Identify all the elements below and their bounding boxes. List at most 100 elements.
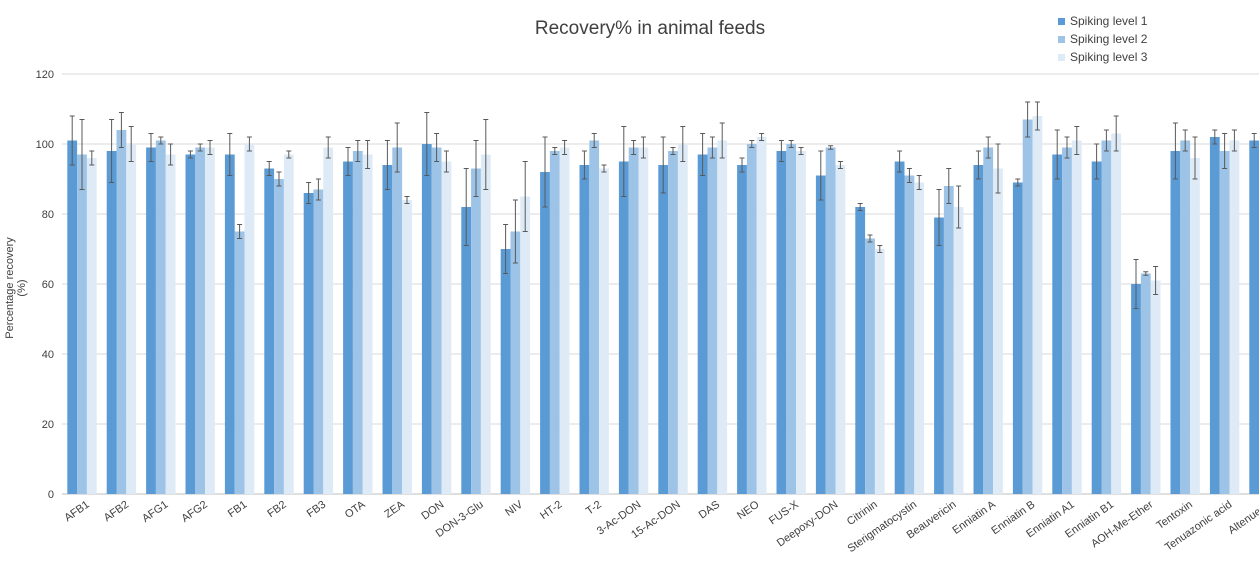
bar-2-26: [1102, 141, 1112, 495]
bar-2-0: [77, 155, 87, 495]
bar-1-1: [107, 151, 117, 494]
x-tick-label-7: OTA: [343, 498, 368, 521]
bar-1-9: [422, 144, 432, 494]
bar-3-1: [126, 144, 136, 494]
bar-3-0: [87, 158, 97, 494]
bar-2-11: [511, 232, 521, 495]
bar-2-4: [235, 232, 245, 495]
bar-1-24: [1013, 183, 1023, 495]
bar-3-25: [1072, 141, 1082, 495]
bar-1-19: [816, 176, 826, 495]
bar-1-15: [658, 165, 668, 494]
y-tick-label-40: 40: [42, 349, 54, 361]
bar-1-0: [67, 141, 77, 495]
bar-3-14: [639, 148, 649, 495]
bar-1-25: [1052, 155, 1062, 495]
bar-3-5: [284, 155, 294, 495]
bar-3-22: [954, 207, 964, 494]
x-tick-labels: AFB1 AFB2 AFG1 AFG2 FB1 FB2 FB3 OTA ZEA DONDON-3-…: [62, 498, 1259, 555]
bar-1-2: [146, 148, 156, 495]
bar-3-8: [402, 200, 412, 494]
bar-2-7: [353, 151, 363, 494]
legend-label-1: Spiking level 1: [1070, 14, 1147, 28]
legend-swatch-1: [1058, 18, 1065, 25]
bar-3-6: [323, 148, 333, 495]
bar-1-28: [1171, 151, 1181, 494]
bar-3-28: [1190, 158, 1200, 494]
bar-2-29: [1220, 151, 1230, 494]
bar-3-11: [520, 197, 530, 495]
bar-2-23: [983, 148, 993, 495]
legend-item-3: Spiking level 3: [1058, 48, 1147, 66]
y-axis-label: Percentage recovery (%): [4, 228, 28, 348]
bar-3-26: [1111, 134, 1121, 495]
bar-3-2: [166, 155, 176, 495]
y-tick-labels: 0 20 40 60 80 100 120: [36, 69, 54, 501]
bar-3-16: [717, 141, 727, 495]
x-tick-label-2: AFG1: [140, 499, 170, 525]
bar-1-3: [186, 155, 196, 495]
x-tick-label-18: FUS-X: [767, 498, 801, 527]
bar-2-13: [589, 141, 599, 495]
x-tick-label-8: ZEA: [383, 498, 408, 520]
bar-3-29: [1230, 141, 1240, 495]
bar-3-17: [757, 137, 767, 494]
bar-2-21: [905, 176, 915, 495]
bar-2-16: [708, 148, 718, 495]
bar-1-5: [264, 169, 274, 495]
bar-2-28: [1180, 141, 1190, 495]
bar-1-29: [1210, 137, 1220, 494]
bar-3-9: [442, 162, 452, 495]
x-tick-label-20: Citrinin: [845, 499, 880, 528]
legend-item-2: Spiking level 2: [1058, 30, 1147, 48]
bar-1-16: [698, 155, 708, 495]
x-tick-label-6: FB3: [305, 499, 328, 520]
legend-swatch-2: [1058, 36, 1065, 43]
legend-label-3: Spiking level 3: [1070, 50, 1147, 64]
bar-1-21: [895, 162, 905, 495]
bar-1-20: [855, 207, 865, 494]
x-tick-label-21: Sterigmatocystin: [846, 499, 919, 555]
bar-1-10: [461, 207, 471, 494]
x-tick-label-0: AFB1: [62, 499, 91, 525]
y-tick-label-80: 80: [42, 209, 54, 221]
x-tick-label-1: AFB2: [102, 499, 131, 525]
bar-2-27: [1141, 274, 1151, 495]
bar-1-23: [974, 165, 984, 494]
x-tick-label-11: NIV: [503, 498, 525, 519]
x-tick-label-13: T-2: [584, 499, 604, 518]
bar-1-27: [1131, 284, 1141, 494]
bar-1-26: [1092, 162, 1102, 495]
bar-3-7: [363, 155, 373, 495]
bar-2-20: [865, 239, 875, 495]
x-tick-label-16: DAS: [697, 499, 722, 522]
bar-1-7: [343, 162, 353, 495]
bar-2-12: [550, 151, 560, 494]
bar-1-22: [934, 218, 944, 495]
bar-3-27: [1151, 281, 1161, 495]
x-tick-label-9: DON: [419, 499, 446, 523]
x-tick-label-3: AFG2: [179, 499, 209, 525]
bar-2-2: [156, 141, 166, 495]
bar-3-3: [205, 148, 215, 495]
bar-2-19: [826, 148, 836, 495]
bar-3-20: [875, 249, 885, 494]
bar-2-9: [432, 148, 442, 495]
bar-2-24: [1023, 120, 1033, 495]
bar-1-4: [225, 155, 235, 495]
bar-1-8: [383, 165, 393, 494]
y-tick-label-20: 20: [42, 419, 54, 431]
bar-1-12: [540, 172, 550, 494]
x-tick-label-5: FB2: [265, 499, 288, 520]
bar-1-17: [737, 165, 747, 494]
y-tick-label-100: 100: [36, 139, 54, 151]
bar-1-11: [501, 249, 511, 494]
bar-3-21: [914, 183, 924, 495]
bar-2-17: [747, 144, 757, 494]
bar-3-23: [993, 169, 1003, 495]
bar-3-24: [1033, 116, 1043, 494]
bar-1-18: [777, 151, 787, 494]
bar-3-13: [599, 169, 609, 495]
bar-2-5: [274, 179, 284, 494]
